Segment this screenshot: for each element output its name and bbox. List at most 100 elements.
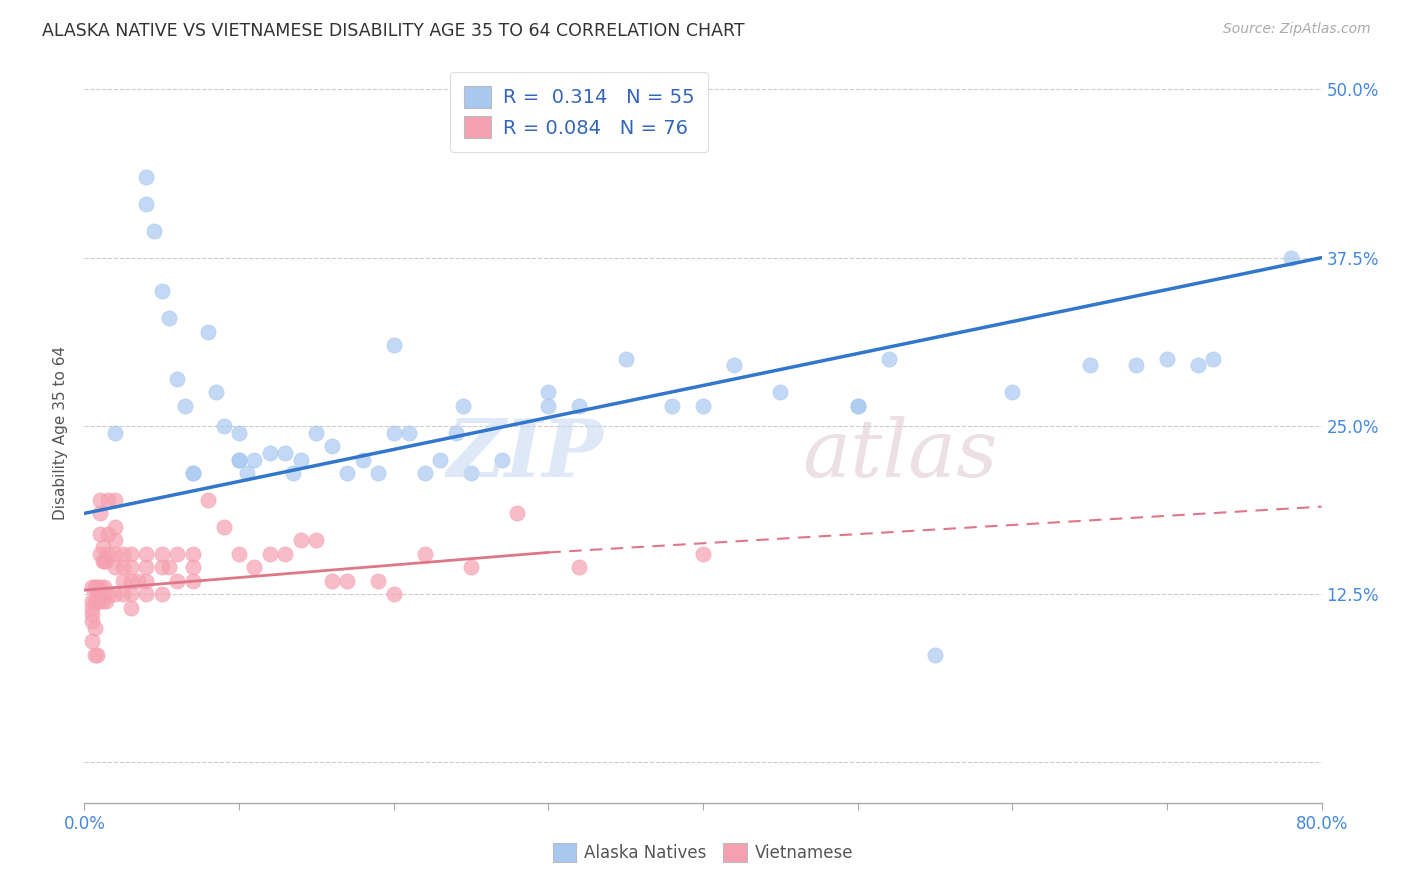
Point <box>1125 359 1147 373</box>
Point <box>120 587 142 601</box>
Point <box>96 547 118 561</box>
Point <box>150 285 173 299</box>
Point <box>89 507 111 521</box>
Point <box>259 446 281 460</box>
Point <box>150 560 173 574</box>
Point <box>305 425 328 440</box>
Point <box>336 574 359 588</box>
Point <box>127 574 149 588</box>
Point <box>166 574 188 588</box>
Point <box>82 607 104 622</box>
Point <box>568 560 591 574</box>
Point <box>94 594 117 608</box>
Point <box>181 560 204 574</box>
Point <box>135 560 157 574</box>
Point <box>89 547 111 561</box>
Point <box>692 399 714 413</box>
Text: ALASKA NATIVE VS VIETNAMESE DISABILITY AGE 35 TO 64 CORRELATION CHART: ALASKA NATIVE VS VIETNAMESE DISABILITY A… <box>42 22 745 40</box>
Point <box>212 418 235 433</box>
Point <box>150 547 173 561</box>
Point <box>82 634 104 648</box>
Point <box>228 547 250 561</box>
Point <box>506 507 529 521</box>
Point <box>93 553 115 567</box>
Point <box>96 587 118 601</box>
Point <box>336 466 359 480</box>
Text: Source: ZipAtlas.com: Source: ZipAtlas.com <box>1223 22 1371 37</box>
Point <box>274 547 297 561</box>
Point <box>321 574 343 588</box>
Point <box>243 560 266 574</box>
Point <box>96 526 118 541</box>
Point <box>1279 251 1302 265</box>
Point <box>89 581 111 595</box>
Point <box>692 547 714 561</box>
Point <box>846 399 869 413</box>
Point <box>166 547 188 561</box>
Point <box>143 224 166 238</box>
Point <box>1156 351 1178 366</box>
Point <box>112 574 135 588</box>
Point <box>94 553 117 567</box>
Point <box>135 574 157 588</box>
Point <box>444 425 467 440</box>
Point <box>274 446 297 460</box>
Point <box>197 492 219 507</box>
Point <box>243 452 266 467</box>
Text: atlas: atlas <box>801 416 997 493</box>
Point <box>382 587 405 601</box>
Point <box>120 574 142 588</box>
Point <box>235 466 259 480</box>
Point <box>924 648 946 662</box>
Point <box>159 311 180 326</box>
Point <box>159 560 180 574</box>
Point <box>104 520 127 534</box>
Point <box>84 648 107 662</box>
Point <box>321 439 343 453</box>
Point <box>290 533 312 548</box>
Point <box>429 452 451 467</box>
Point <box>413 547 436 561</box>
Point <box>82 614 104 628</box>
Text: ZIP: ZIP <box>447 416 605 493</box>
Point <box>91 553 114 567</box>
Point <box>166 372 188 386</box>
Point <box>1202 351 1225 366</box>
Point <box>174 399 197 413</box>
Point <box>398 425 420 440</box>
Point <box>197 325 219 339</box>
Point <box>135 547 157 561</box>
Point <box>104 560 127 574</box>
Point <box>181 466 204 480</box>
Point <box>120 547 142 561</box>
Point <box>228 425 250 440</box>
Point <box>112 587 135 601</box>
Point <box>89 526 111 541</box>
Point <box>723 359 745 373</box>
Point <box>150 587 173 601</box>
Point <box>104 492 127 507</box>
Point <box>104 547 127 561</box>
Point <box>453 399 475 413</box>
Point <box>135 169 157 184</box>
Point <box>846 399 869 413</box>
Point <box>568 399 591 413</box>
Point <box>382 425 405 440</box>
Point <box>367 574 389 588</box>
Point <box>112 547 135 561</box>
Point <box>91 594 114 608</box>
Point <box>413 466 436 480</box>
Point <box>86 594 108 608</box>
Point <box>86 581 108 595</box>
Point <box>769 385 792 400</box>
Point <box>82 594 104 608</box>
Point <box>212 520 235 534</box>
Point <box>290 452 312 467</box>
Point <box>382 338 405 352</box>
Point <box>661 399 683 413</box>
Point <box>460 560 482 574</box>
Point <box>228 452 250 467</box>
Point <box>82 600 104 615</box>
Point <box>82 581 104 595</box>
Point <box>460 466 482 480</box>
